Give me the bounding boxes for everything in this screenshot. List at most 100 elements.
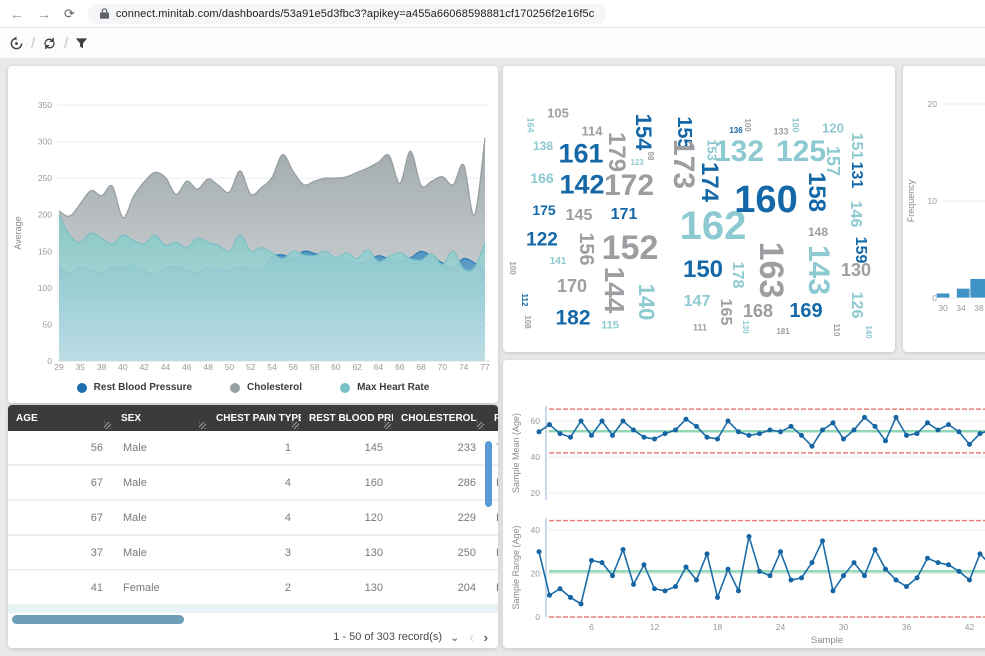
wordcloud-word[interactable]: 165: [717, 298, 734, 326]
table-cell: 4: [208, 465, 301, 501]
column-resize-handle[interactable]: [292, 422, 299, 429]
wordcloud-word[interactable]: 178: [729, 261, 746, 289]
svg-text:44: 44: [161, 362, 171, 372]
column-header-cholesterol[interactable]: CHOLESTEROL: [393, 405, 486, 431]
filter-icon[interactable]: [75, 37, 88, 50]
wordcloud-word[interactable]: 133: [773, 126, 789, 137]
wordcloud-word[interactable]: 162: [679, 204, 747, 248]
wordcloud-word[interactable]: 123: [630, 158, 644, 167]
prev-page-icon[interactable]: ‹: [469, 629, 474, 645]
wordcloud-word[interactable]: 100: [790, 117, 801, 133]
table-cell: 3: [208, 535, 301, 571]
wordcloud-word[interactable]: 169: [789, 300, 823, 322]
column-resize-handle[interactable]: [477, 422, 484, 429]
wordcloud-word[interactable]: 172: [603, 169, 655, 202]
table-row[interactable]: 67Male4120229Fa: [8, 500, 498, 536]
wordcloud-word[interactable]: 175: [532, 202, 556, 218]
table-row[interactable]: 67Male4160286Fa: [8, 465, 498, 501]
reload-icon[interactable]: ⟳: [64, 6, 75, 21]
wordcloud-word[interactable]: 131: [848, 161, 865, 189]
wordcloud-word[interactable]: 148: [807, 225, 829, 239]
svg-text:40: 40: [531, 525, 541, 535]
column-resize-handle[interactable]: [384, 422, 391, 429]
wordcloud-word[interactable]: 151: [848, 132, 865, 160]
next-page-icon[interactable]: ›: [483, 629, 488, 645]
wordcloud-word[interactable]: 164: [525, 117, 536, 133]
wordcloud-word[interactable]: 126: [848, 291, 865, 319]
legend-cholesterol[interactable]: Cholesterol: [230, 382, 302, 393]
wordcloud-word[interactable]: 136: [729, 126, 743, 135]
wordcloud-word[interactable]: 179: [603, 131, 630, 173]
wordcloud-word[interactable]: 171: [610, 206, 638, 223]
wordcloud-word[interactable]: 132: [713, 135, 765, 168]
wordcloud-word[interactable]: 110: [832, 323, 841, 337]
wordcloud-word[interactable]: 115: [601, 319, 619, 332]
forward-icon[interactable]: →: [37, 5, 51, 22]
table-row[interactable]: 56Male1145233Tr: [8, 431, 498, 466]
refresh-sync-icon[interactable]: [42, 36, 57, 51]
wordcloud-word[interactable]: 152: [601, 229, 659, 267]
column-header-rest-blood-press[interactable]: REST BLOOD PRESS...: [301, 405, 393, 431]
wordcloud-word[interactable]: 150: [682, 256, 724, 283]
wordcloud-word[interactable]: 111: [692, 322, 708, 333]
table-cell: Male: [113, 535, 208, 571]
wordcloud-word[interactable]: 158: [803, 171, 830, 213]
wordcloud-word[interactable]: 98: [646, 151, 655, 161]
wordcloud-word[interactable]: 144: [599, 266, 630, 314]
wordcloud-word[interactable]: 145: [565, 207, 593, 224]
wordcloud-word[interactable]: 120: [822, 120, 844, 136]
wordcloud-word[interactable]: 170: [556, 276, 588, 296]
wordcloud-word[interactable]: 100: [508, 261, 517, 275]
wordcloud-word[interactable]: 122: [526, 229, 558, 251]
svg-text:100: 100: [38, 283, 52, 293]
address-bar[interactable]: connect.minitab.com/dashboards/53a91e5d3…: [87, 3, 607, 24]
wordcloud-word[interactable]: 140: [864, 325, 873, 339]
horizontal-scrollbar-thumb[interactable]: [12, 615, 184, 624]
wordcloud-word[interactable]: 141: [549, 256, 567, 267]
wordcloud-word[interactable]: 160: [734, 179, 798, 221]
column-header-fas[interactable]: FAS: [486, 405, 498, 431]
wordcloud-word[interactable]: 105: [547, 105, 569, 121]
column-header-chest-pain-type[interactable]: CHEST PAIN TYPE: [208, 405, 301, 431]
wordcloud-word[interactable]: 138: [532, 139, 554, 153]
wordcloud-word[interactable]: 130: [840, 260, 872, 280]
wordcloud-word[interactable]: 166: [530, 170, 554, 186]
svg-text:50: 50: [225, 362, 235, 372]
svg-text:34: 34: [956, 303, 966, 313]
wordcloud-word[interactable]: 143: [802, 244, 835, 296]
wordcloud-word[interactable]: 114: [581, 123, 603, 139]
wordcloud-word[interactable]: 142: [559, 169, 605, 200]
wordcloud-word[interactable]: 182: [555, 306, 591, 330]
column-resize-handle[interactable]: [104, 422, 111, 429]
wordcloud-word[interactable]: 174: [696, 161, 723, 203]
wordcloud-word[interactable]: 181: [776, 327, 790, 336]
wordcloud-word[interactable]: 156: [575, 232, 597, 266]
legend-rest-blood-pressure[interactable]: Rest Blood Pressure: [76, 382, 192, 393]
wordcloud-word[interactable]: 140: [634, 283, 659, 321]
back-icon[interactable]: ←: [10, 5, 24, 22]
column-header-age[interactable]: AGE: [8, 405, 113, 431]
svg-text:30: 30: [938, 303, 948, 313]
svg-text:77: 77: [480, 362, 490, 372]
wordcloud-word[interactable]: 163: [752, 241, 790, 299]
wordcloud-word[interactable]: 168: [742, 301, 774, 321]
table-row[interactable]: 41Female2130204Fa: [8, 570, 498, 606]
wordcloud-word[interactable]: 161: [558, 138, 604, 169]
column-header-sex[interactable]: SEX: [113, 405, 208, 431]
table-cell: 130: [301, 570, 393, 606]
wordcloud-word[interactable]: 147: [683, 293, 711, 310]
wordcloud-word[interactable]: 108: [523, 315, 532, 329]
wordcloud-word[interactable]: 154: [631, 113, 656, 151]
wordcloud-word[interactable]: 173: [667, 138, 700, 190]
legend-max-heart-rate[interactable]: Max Heart Rate: [340, 382, 429, 393]
history-icon[interactable]: [9, 36, 24, 51]
vertical-scrollbar-thumb[interactable]: [485, 441, 492, 507]
wordcloud-word[interactable]: 112: [520, 293, 529, 307]
page-size-chevron-icon[interactable]: ⌄: [450, 631, 460, 644]
table-row[interactable]: 37Male3130250Fa: [8, 535, 498, 571]
wordcloud-word[interactable]: 100: [743, 118, 752, 132]
wordcloud-word[interactable]: 146: [847, 200, 864, 228]
column-resize-handle[interactable]: [199, 422, 206, 429]
wordcloud-word[interactable]: 130: [741, 320, 750, 334]
wordcloud-word[interactable]: 125: [775, 135, 827, 168]
